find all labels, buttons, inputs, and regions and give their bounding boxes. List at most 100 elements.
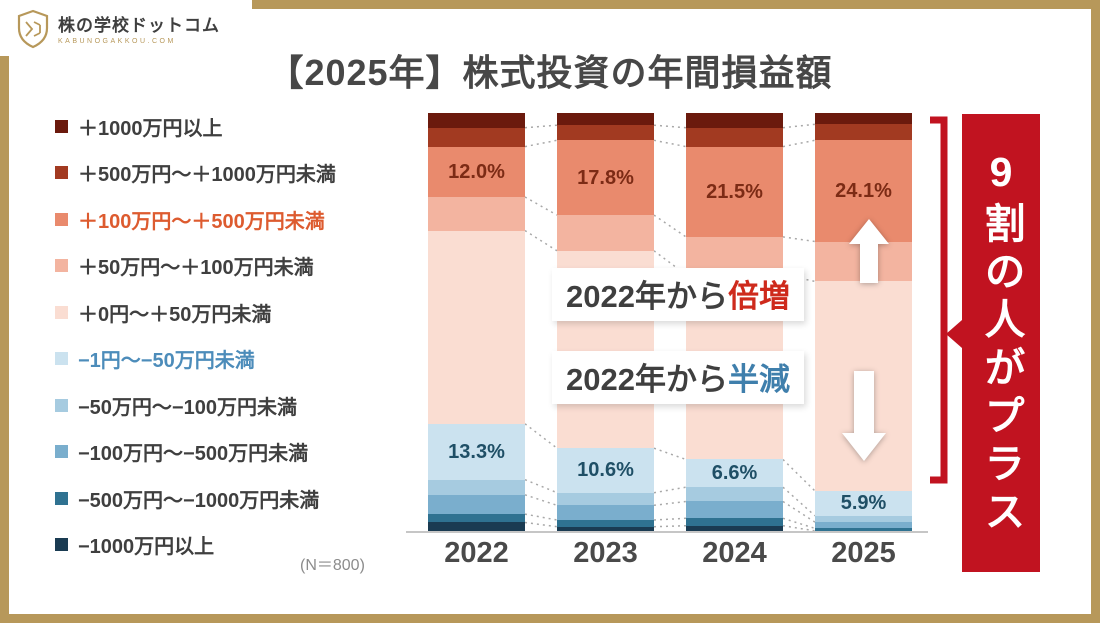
data-label: 5.9% bbox=[840, 492, 887, 515]
sample-size-note: (N＝800) bbox=[300, 557, 365, 574]
legend-swatch bbox=[55, 119, 68, 133]
legend-label: −50万円～−100万円未満 bbox=[78, 396, 297, 419]
stacked-bar-2023: 17.8% 10.6% bbox=[557, 113, 654, 533]
legend-item: ＋500万円～＋1000万円未満 bbox=[55, 150, 336, 197]
bar-segment bbox=[557, 505, 654, 520]
legend-label: ＋1000万円以上 bbox=[78, 117, 223, 140]
legend-swatch bbox=[55, 352, 68, 366]
bar-segment bbox=[686, 525, 783, 533]
bar-segment bbox=[815, 113, 912, 125]
side-banner-text: 9割の人がプラス bbox=[978, 148, 1024, 538]
legend-swatch bbox=[55, 212, 68, 226]
annotation-doubled-highlight: 倍増 bbox=[727, 279, 790, 314]
legend-item: −1000万円以上 bbox=[55, 522, 336, 569]
x-axis-label: 2024 bbox=[702, 537, 767, 569]
data-label: 21.5% bbox=[706, 180, 763, 203]
legend-item: −100万円～−500万円未満 bbox=[55, 429, 336, 476]
bar-segment bbox=[557, 215, 654, 251]
bar-segment bbox=[428, 514, 525, 523]
legend-label: −1円～−50万円未満 bbox=[78, 350, 255, 373]
legend-item: ＋100万円～＋500万円未満 bbox=[55, 196, 336, 243]
data-label: 24.1% bbox=[835, 179, 892, 202]
segment-connector-lines bbox=[524, 123, 816, 532]
legend-item: −500万円～−1000万円未満 bbox=[55, 475, 336, 522]
bar-segment bbox=[815, 522, 912, 529]
data-label: 10.6% bbox=[577, 459, 634, 482]
legend-item: −1円～−50万円未満 bbox=[55, 336, 336, 383]
bar-segment bbox=[686, 518, 783, 526]
annotation-halved-highlight: 半減 bbox=[727, 362, 790, 397]
legend-swatch bbox=[55, 398, 68, 412]
legend-label: ＋50万円～＋100万円未満 bbox=[78, 257, 314, 280]
stacked-bar-2024: 21.5% 6.6% bbox=[686, 113, 783, 533]
arrow-up-icon bbox=[849, 219, 889, 288]
bar-segment bbox=[686, 501, 783, 519]
stacked-bar-2022: 12.0% 13.3% bbox=[428, 113, 525, 533]
shield-logo-icon bbox=[16, 9, 50, 54]
annotation-halved: 2022年から半減 bbox=[552, 351, 804, 404]
bar-segment bbox=[686, 127, 783, 147]
legend-swatch bbox=[55, 491, 68, 505]
bar-segment bbox=[686, 487, 783, 502]
brand-subtitle: KABUNOGAKKOU.COM bbox=[58, 37, 176, 45]
data-label: 6.6% bbox=[711, 462, 758, 485]
data-label: 13.3% bbox=[448, 440, 505, 463]
bar-segment: 13.3% bbox=[428, 423, 525, 480]
bar-segment: 21.5% bbox=[686, 146, 783, 237]
plus-range-bracket bbox=[927, 116, 949, 489]
bar-segment bbox=[428, 196, 525, 231]
data-label: 17.8% bbox=[577, 166, 634, 189]
bar-segment bbox=[815, 124, 912, 141]
bar-segment bbox=[428, 479, 525, 495]
brand-name: 株の学校ドットコム bbox=[58, 16, 220, 36]
bar-segment bbox=[815, 515, 912, 523]
bar-segment bbox=[557, 125, 654, 141]
bar-segment bbox=[557, 113, 654, 126]
x-axis-label: 2022 bbox=[444, 537, 509, 569]
legend-swatch bbox=[55, 259, 68, 273]
legend-item: −50万円～−100万円未満 bbox=[55, 382, 336, 429]
brand-logo: 株の学校ドットコム KABUNOGAKKOU.COM bbox=[0, 0, 252, 56]
x-axis-label: 2025 bbox=[831, 537, 896, 569]
stacked-bar-chart: 12.0% 13.3% 2022 17.8% 10.6% 2023 21.5% 6.6% 202… bbox=[412, 113, 924, 569]
bar-segment bbox=[428, 113, 525, 128]
bar-segment bbox=[686, 113, 783, 128]
legend-label: ＋0円～＋50万円未満 bbox=[78, 303, 272, 326]
legend-item: ＋1000万円以上 bbox=[55, 103, 336, 150]
legend-swatch bbox=[55, 305, 68, 319]
bar-segment bbox=[557, 526, 654, 533]
data-label: 12.0% bbox=[448, 160, 505, 183]
bar-segment bbox=[428, 522, 525, 533]
annotation-doubled: 2022年から倍増 bbox=[552, 268, 804, 321]
stacked-bar-2025: 24.1% 5.9% bbox=[815, 113, 912, 533]
legend-label: −500万円～−1000万円未満 bbox=[78, 489, 320, 512]
legend-item: ＋0円～＋50万円未満 bbox=[55, 289, 336, 336]
legend-label: −100万円～−500万円未満 bbox=[78, 443, 309, 466]
legend-label: ＋100万円～＋500万円未満 bbox=[78, 210, 325, 233]
bar-segment: 24.1% bbox=[815, 140, 912, 242]
page-title: 【2025年】株式投資の年間損益額 bbox=[267, 52, 833, 93]
arrow-down-icon bbox=[842, 371, 886, 466]
bar-segment: 10.6% bbox=[557, 448, 654, 493]
bar-segment: 17.8% bbox=[557, 140, 654, 216]
legend-label: −1000万円以上 bbox=[78, 536, 215, 559]
bar-segment bbox=[557, 492, 654, 506]
chart-legend: ＋1000万円以上 ＋500万円～＋1000万円未満 ＋100万円～＋500万円未満… bbox=[55, 103, 336, 568]
bar-segment bbox=[428, 230, 525, 424]
bar-segment bbox=[557, 519, 654, 527]
annotation-doubled-prefix: 2022年から bbox=[566, 279, 728, 314]
bar-segment bbox=[428, 494, 525, 515]
bar-segment: 12.0% bbox=[428, 146, 525, 197]
bar-segment: 6.6% bbox=[686, 459, 783, 488]
legend-item: ＋50万円～＋100万円未満 bbox=[55, 243, 336, 290]
legend-swatch bbox=[55, 166, 68, 180]
legend-label: ＋500万円～＋1000万円未満 bbox=[78, 164, 336, 187]
banner-pointer-icon bbox=[946, 320, 962, 348]
legend-swatch bbox=[55, 445, 68, 459]
annotation-halved-prefix: 2022年から bbox=[566, 362, 728, 397]
bar-segment: 5.9% bbox=[815, 490, 912, 516]
legend-swatch bbox=[55, 538, 68, 552]
bar-segment bbox=[815, 528, 912, 531]
x-axis-label: 2023 bbox=[573, 537, 638, 569]
